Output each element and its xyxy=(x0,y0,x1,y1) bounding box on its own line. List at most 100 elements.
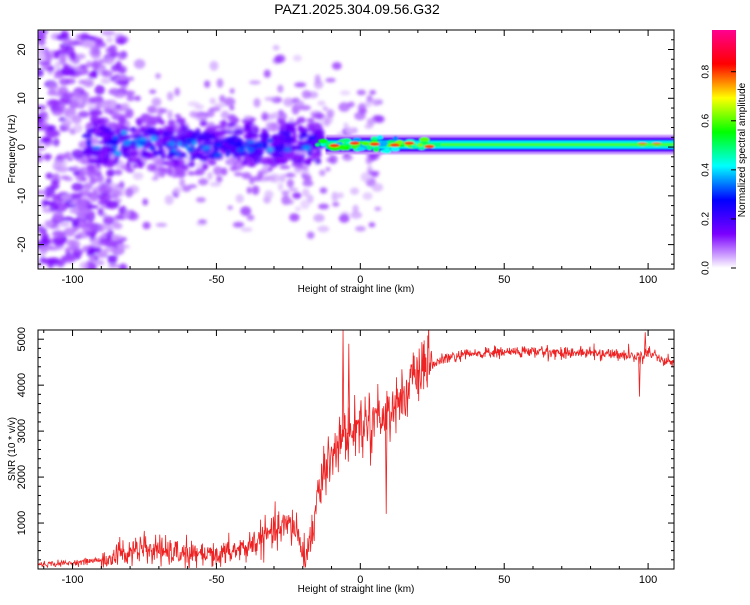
noise-blob xyxy=(164,194,174,205)
x-tick-label: 0 xyxy=(357,574,363,586)
noise-blob xyxy=(232,221,245,228)
noise-blob xyxy=(107,257,118,265)
noise-blob xyxy=(105,200,119,210)
noise-blob xyxy=(227,205,233,210)
core-blob xyxy=(306,118,315,123)
core-blob xyxy=(194,153,204,159)
transition-blob xyxy=(410,144,418,149)
x-tick-label: 0 xyxy=(357,274,363,286)
core-blob xyxy=(125,161,131,166)
core-blob xyxy=(97,153,105,161)
noise-blob xyxy=(56,153,67,161)
core-blob xyxy=(286,153,294,161)
noise-blob xyxy=(52,138,60,147)
transition-blob xyxy=(420,141,429,145)
noise-blob xyxy=(38,68,44,77)
core-blob xyxy=(129,149,140,157)
noise-blob xyxy=(53,71,61,77)
core-blob xyxy=(216,175,223,183)
hot-spot xyxy=(112,135,119,140)
noise-blob xyxy=(341,155,354,160)
core-blob xyxy=(187,171,195,176)
core-blob xyxy=(247,162,257,168)
noise-blob xyxy=(38,146,46,151)
core-blob xyxy=(86,138,92,147)
noise-blob xyxy=(81,38,93,49)
noise-blob xyxy=(240,227,253,232)
noise-blob xyxy=(292,192,302,199)
hot-spot xyxy=(138,140,148,146)
noise-blob xyxy=(38,105,47,110)
noise-blob xyxy=(209,97,216,105)
snr-series-line xyxy=(38,330,674,569)
core-blob xyxy=(241,119,250,123)
noise-blob xyxy=(66,156,74,162)
noise-blob xyxy=(110,102,116,108)
noise-blob xyxy=(319,187,328,194)
noise-blob xyxy=(124,209,130,218)
noise-blob xyxy=(60,175,70,180)
core-blob xyxy=(175,170,187,178)
noise-blob xyxy=(103,247,117,253)
noise-blob xyxy=(40,237,51,247)
noise-blob xyxy=(65,78,76,85)
snr-y-label: SNR (10 * v/v) xyxy=(7,417,18,481)
noise-blob xyxy=(90,49,102,60)
noise-blob xyxy=(197,219,207,224)
core-blob xyxy=(272,153,285,157)
noise-blob xyxy=(43,257,57,266)
hot-spot xyxy=(184,139,194,142)
x-tick-label: 100 xyxy=(639,574,657,586)
core-blob xyxy=(142,133,149,138)
carrier-peak xyxy=(369,142,380,146)
core-blob xyxy=(229,166,238,172)
core-blob xyxy=(106,121,119,129)
noise-blob xyxy=(118,65,128,74)
noise-blob xyxy=(45,172,54,180)
noise-blob xyxy=(123,90,136,96)
noise-blob xyxy=(289,213,300,222)
noise-blob xyxy=(154,159,165,168)
x-tick-label: -50 xyxy=(208,574,224,586)
noise-blob xyxy=(38,262,43,268)
hot-spot xyxy=(171,148,177,152)
noise-blob xyxy=(97,249,108,258)
transition-blob xyxy=(356,146,366,151)
spectrogram-x-label: Height of straight line (km) xyxy=(298,284,415,295)
noise-blob xyxy=(44,220,53,228)
core-blob xyxy=(203,148,210,153)
core-blob xyxy=(298,104,311,111)
core-blob xyxy=(95,164,102,169)
noise-blob xyxy=(167,109,173,120)
snr-x-axis: -100 -50 0 50 100 xyxy=(43,330,657,586)
core-blob xyxy=(154,150,159,157)
transition-blob xyxy=(419,137,430,143)
core-blob xyxy=(233,172,243,177)
core-blob xyxy=(138,127,146,134)
spectrogram-y-axis: -20 -10 0 10 20 xyxy=(16,29,674,265)
noise-blob xyxy=(322,106,329,112)
core-blob xyxy=(172,163,179,169)
hot-spot xyxy=(122,140,131,146)
core-blob xyxy=(306,123,314,129)
noise-blob xyxy=(61,119,72,127)
core-blob xyxy=(167,160,174,168)
noise-blob xyxy=(366,94,373,103)
noise-blob xyxy=(285,199,294,205)
spectrogram-x-axis: -100 -50 0 50 100 xyxy=(43,30,657,286)
core-blob xyxy=(209,106,221,112)
noise-blob xyxy=(74,53,86,60)
core-blob xyxy=(123,154,129,158)
noise-blob xyxy=(98,223,105,233)
noise-blob xyxy=(288,187,299,192)
noise-blob xyxy=(369,89,377,95)
noise-blob xyxy=(325,77,336,83)
noise-blob xyxy=(70,208,80,214)
core-blob xyxy=(214,130,224,138)
core-blob xyxy=(198,178,209,186)
y-tick-label: -20 xyxy=(16,237,28,253)
noise-blob xyxy=(301,188,310,198)
noise-blob xyxy=(204,80,211,88)
core-blob xyxy=(251,125,259,130)
noise-blob xyxy=(370,172,379,178)
